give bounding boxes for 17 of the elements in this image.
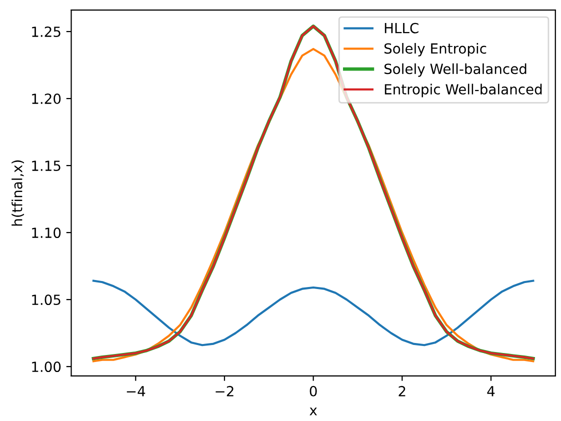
x-tick-label: 2 xyxy=(398,386,406,396)
x-tick-label: 0 xyxy=(310,386,317,396)
x-tick-label: −2 xyxy=(216,386,234,396)
y-tick-label: 1.15 xyxy=(32,160,60,172)
y-tick-label: 1.05 xyxy=(32,294,60,306)
y-tick-label: 1.20 xyxy=(32,94,61,104)
legend-label: Solely Well-balanced xyxy=(384,63,526,77)
y-tick-label: 1.00 xyxy=(32,362,61,372)
y-axis-title: h(tfinal,x) xyxy=(12,160,24,226)
legend-label: Entropic Well-balanced xyxy=(384,84,542,98)
x-tick-label: 4 xyxy=(487,386,495,396)
y-tick-label: 1.10 xyxy=(32,228,61,238)
x-tick-label: −4 xyxy=(126,386,146,396)
y-tick-label: 1.25 xyxy=(32,26,60,38)
legend-label: HLLC xyxy=(384,22,418,34)
x-axis-title: x xyxy=(310,408,317,416)
legend-label: Solely Entropic xyxy=(384,42,486,56)
